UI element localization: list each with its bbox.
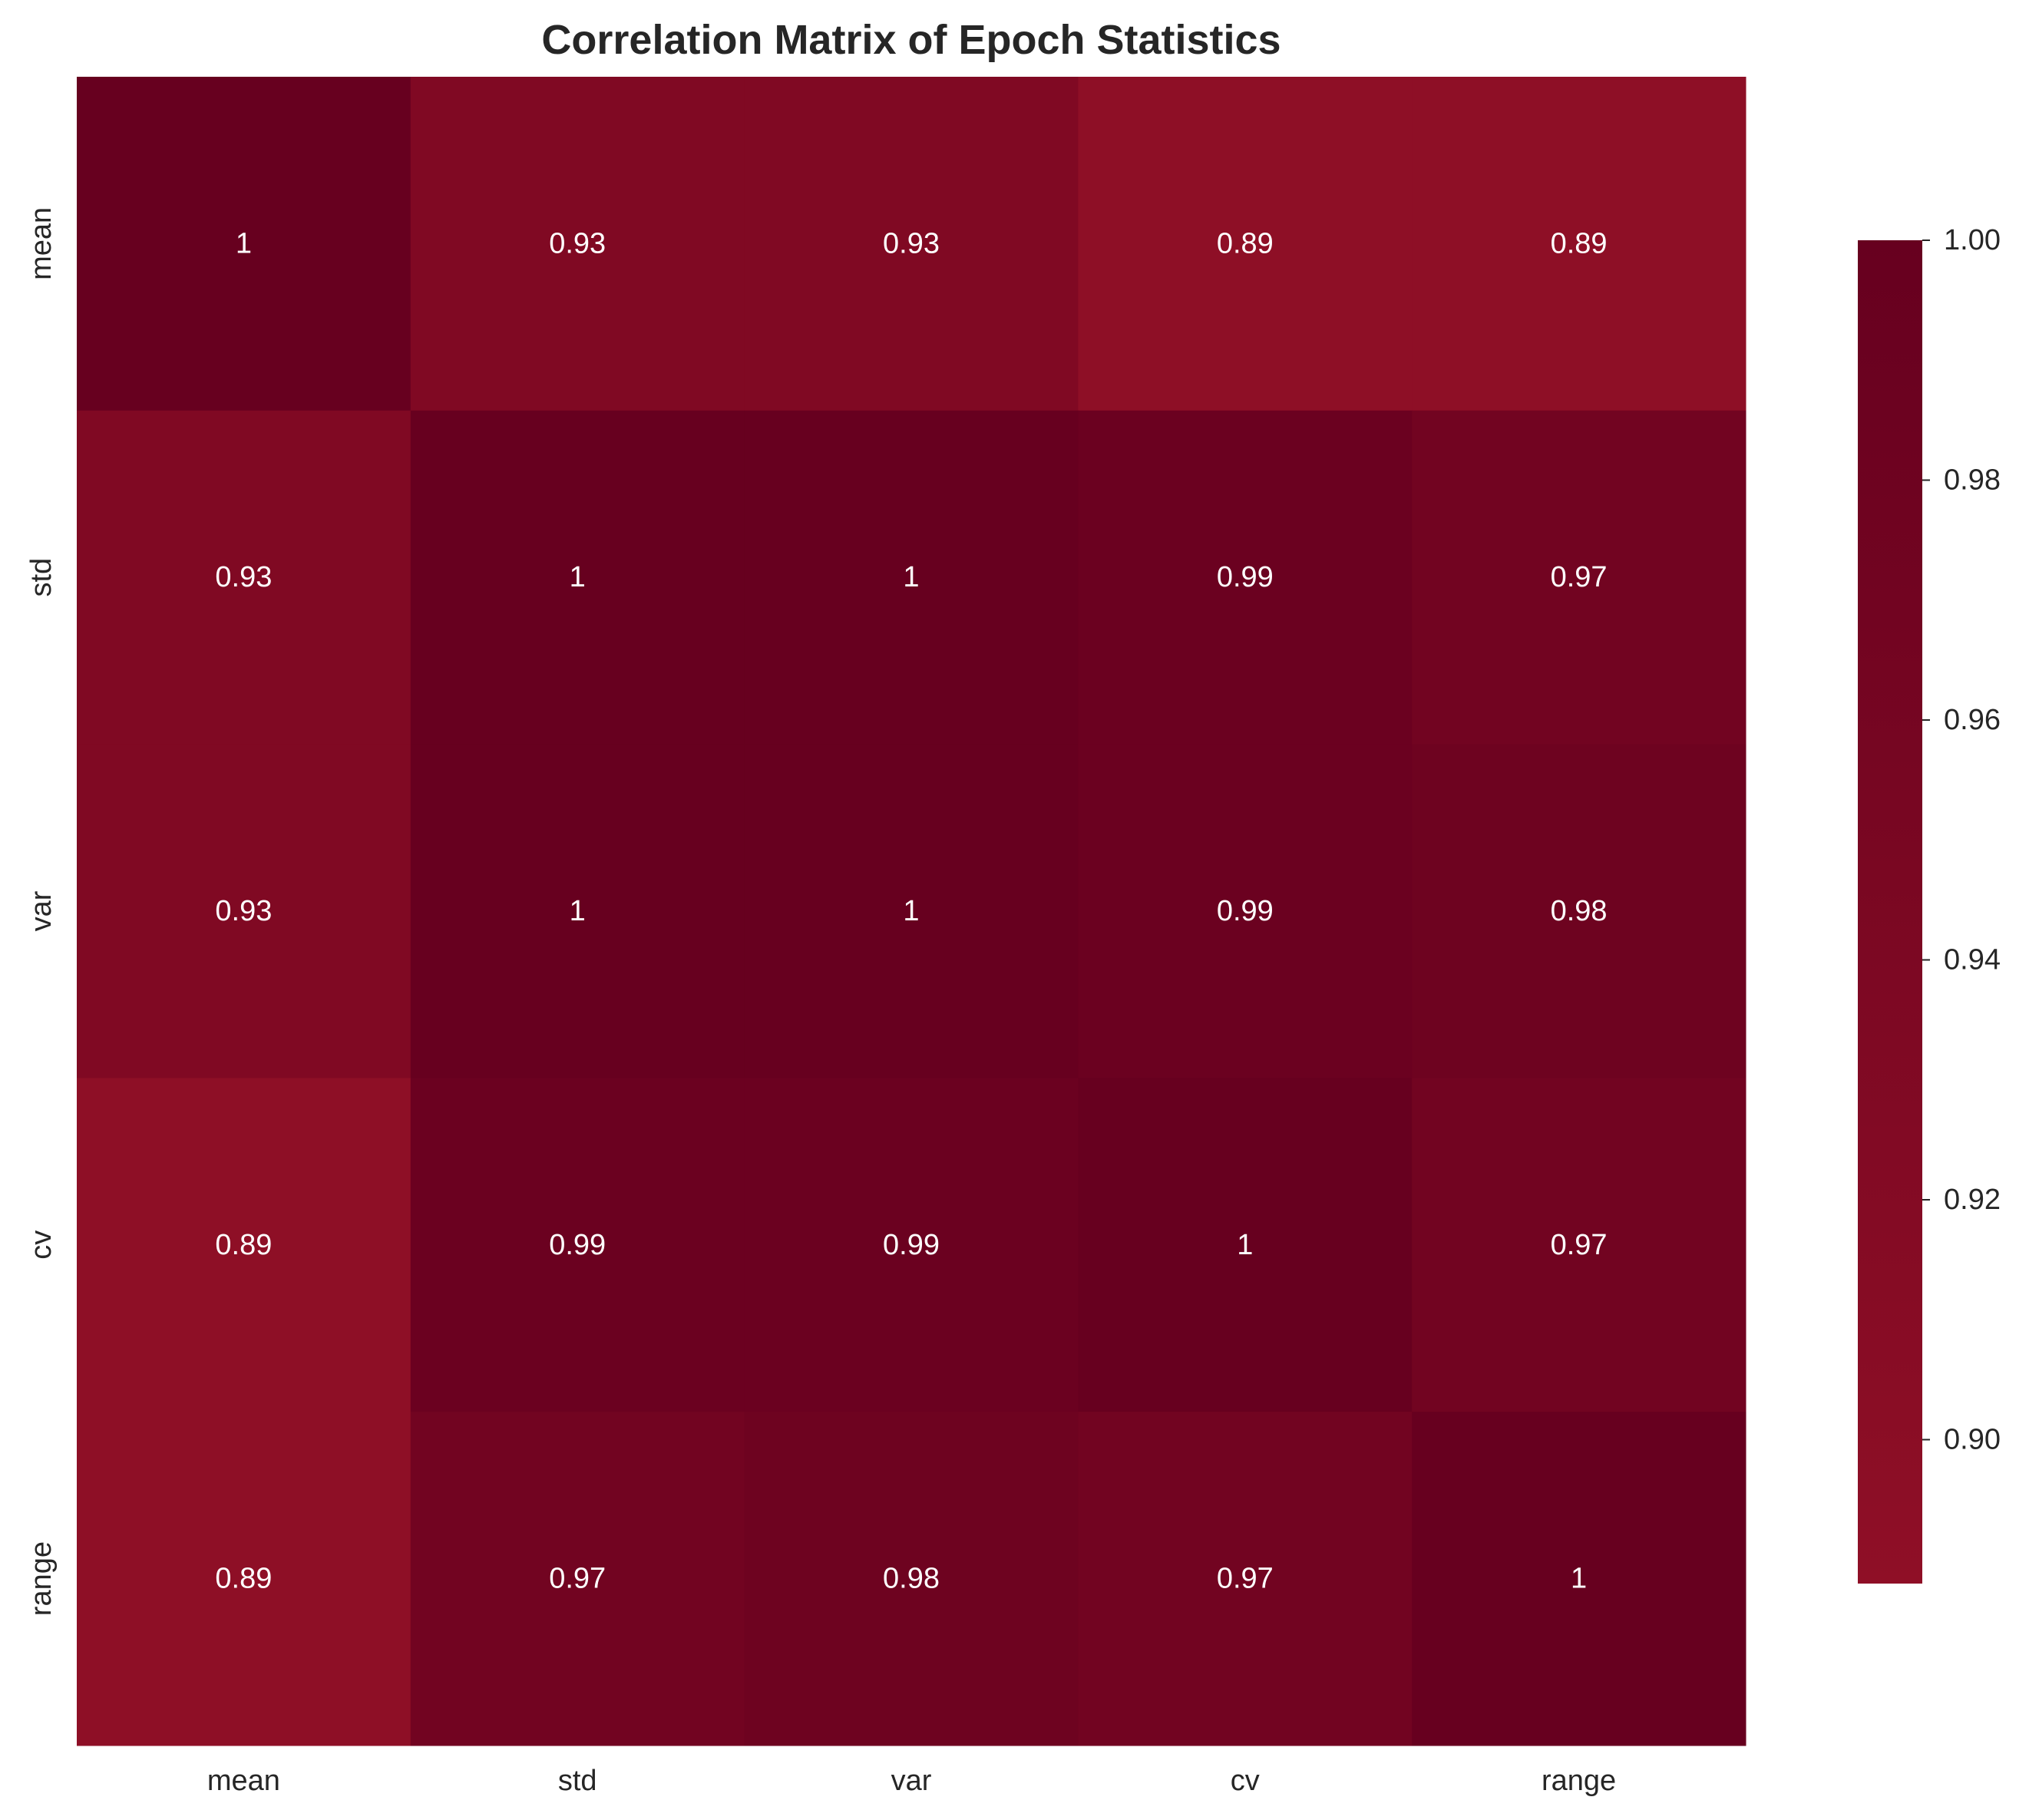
cell-value-label-std-std: 1: [570, 561, 586, 593]
heatmap-cell-cv-range: [1412, 1078, 1746, 1412]
cell-value-label-cv-range: 0.97: [1551, 1229, 1608, 1261]
cell-value-label-range-var: 0.98: [883, 1563, 940, 1595]
heatmap-cell-cv-var: [744, 1078, 1079, 1412]
heatmap-cell-std-std: [410, 410, 745, 745]
heatmap-cell-var-var: [744, 744, 1079, 1078]
y-tick-label-std: std: [25, 558, 58, 597]
colorbar-gradient: [1858, 240, 1922, 1584]
x-tick-label-var: var: [891, 1765, 932, 1797]
y-tick-label-var: var: [25, 890, 58, 931]
x-tick-label-cv: cv: [1231, 1765, 1260, 1797]
heatmap-cell-mean-mean: [77, 77, 411, 411]
cell-value-label-mean-mean: 1: [236, 227, 252, 259]
colorbar-tick-label: 0.92: [1944, 1184, 2001, 1216]
heatmap-cell-std-mean: [77, 410, 411, 745]
x-axis-tick-labels: mean std var cv range: [207, 1765, 1616, 1797]
colorbar-tick-label: 0.94: [1944, 944, 2001, 976]
heatmap-cell-range-mean: [77, 1412, 411, 1746]
colorbar-tick-label: 0.98: [1944, 464, 2001, 497]
heatmap-cell-range-cv: [1078, 1412, 1413, 1746]
heatmap-cell-std-range: [1412, 410, 1746, 745]
cell-value-label-std-mean: 0.93: [215, 561, 272, 593]
heatmap-cell-range-range: [1412, 1412, 1746, 1746]
heatmap-cells: [77, 77, 1746, 1746]
cell-value-label-range-range: 1: [1571, 1563, 1587, 1595]
heatmap-cell-var-mean: [77, 744, 411, 1078]
y-tick-label-range: range: [25, 1541, 58, 1616]
heatmap-cell-var-std: [410, 744, 745, 1078]
heatmap-cell-range-var: [744, 1412, 1079, 1746]
cell-value-label-range-cv: 0.97: [1217, 1563, 1274, 1595]
colorbar: 0.90 0.92 0.94 0.96 0.98 1.00: [1858, 224, 2001, 1584]
cell-value-label-std-var: 1: [903, 561, 919, 593]
heatmap-cell-labels: 1 0.93 0.93 0.89 0.89 0.93 1 1 0.99 0.97 0.93 1 1 0.9…: [215, 227, 1607, 1594]
cell-value-label-std-cv: 0.99: [1217, 561, 1274, 593]
heatmap-cell-cv-cv: [1078, 1078, 1413, 1412]
cell-value-label-var-range: 0.98: [1551, 895, 1608, 927]
heatmap-cell-mean-cv: [1078, 77, 1413, 411]
y-tick-label-cv: cv: [25, 1230, 58, 1260]
y-axis-tick-labels: mean std var cv range: [25, 207, 58, 1616]
heatmap-cell-cv-std: [410, 1078, 745, 1412]
x-tick-label-std: std: [558, 1765, 597, 1797]
cell-value-label-mean-var: 0.93: [883, 227, 940, 259]
cell-value-label-var-std: 1: [570, 895, 586, 927]
cell-value-label-cv-std: 0.99: [549, 1229, 606, 1261]
heatmap-cell-var-cv: [1078, 744, 1413, 1078]
cell-value-label-std-range: 0.97: [1551, 561, 1608, 593]
heatmap-cell-std-var: [744, 410, 1079, 745]
cell-value-label-mean-std: 0.93: [549, 227, 606, 259]
colorbar-tick-label: 0.96: [1944, 704, 2001, 736]
cell-value-label-range-std: 0.97: [549, 1563, 606, 1595]
cell-value-label-mean-cv: 0.89: [1217, 227, 1274, 259]
cell-value-label-cv-var: 0.99: [883, 1229, 940, 1261]
cell-value-label-var-mean: 0.93: [215, 895, 272, 927]
cell-value-label-range-mean: 0.89: [215, 1563, 272, 1595]
cell-value-label-mean-range: 0.89: [1551, 227, 1608, 259]
x-tick-label-range: range: [1542, 1765, 1616, 1797]
chart-title: Correlation Matrix of Epoch Statistics: [541, 17, 1281, 63]
heatmap-cell-std-cv: [1078, 410, 1413, 745]
heatmap-cell-mean-std: [410, 77, 745, 411]
cell-value-label-cv-cv: 1: [1237, 1229, 1253, 1261]
colorbar-tick-label: 0.90: [1944, 1424, 2001, 1456]
heatmap-cell-cv-mean: [77, 1078, 411, 1412]
heatmap-cell-mean-range: [1412, 77, 1746, 411]
heatmap-cell-mean-var: [744, 77, 1079, 411]
heatmap-cell-range-std: [410, 1412, 745, 1746]
cell-value-label-cv-mean: 0.89: [215, 1229, 272, 1261]
heatmap-cell-var-range: [1412, 744, 1746, 1078]
cell-value-label-var-cv: 0.99: [1217, 895, 1274, 927]
colorbar-tick-label: 1.00: [1944, 224, 2001, 256]
x-tick-label-mean: mean: [207, 1765, 280, 1797]
cell-value-label-var-var: 1: [903, 895, 919, 927]
y-tick-label-mean: mean: [25, 207, 58, 280]
